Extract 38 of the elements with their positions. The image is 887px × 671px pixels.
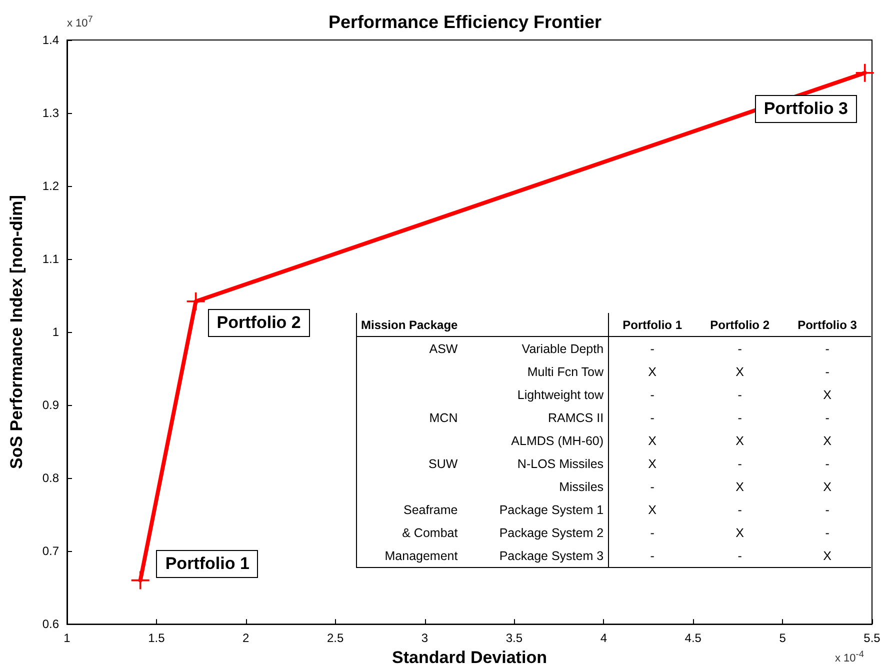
chart-title: Performance Efficiency Frontier: [328, 12, 602, 32]
x-tick-label: 1: [64, 631, 71, 646]
text: x 10$^{-4}$: [835, 649, 864, 665]
text: Seaframe Package System 1 X - -: [404, 502, 830, 516]
y-tick-label: 0.8: [42, 471, 60, 486]
annotation: Portfolio 3: [754, 94, 857, 123]
x-axis-title: Standard Deviation: [392, 648, 547, 667]
text: MCN RAMCS II - - -: [429, 410, 830, 424]
text: Mission Package Portfolio 1 Portfolio 2 Portfolio 3: [361, 318, 857, 332]
y-tick-label: 1.3: [42, 106, 60, 120]
y-tick-label: 1.1: [42, 252, 60, 266]
text: & Combat Package System 2 - X -: [402, 526, 830, 540]
text: Multi Fcn Tow X X -: [527, 364, 830, 378]
y-tick-label: 1: [52, 325, 60, 340]
y-tick-label: 0.9: [42, 398, 60, 412]
text: x 10$^{7}$: [67, 14, 93, 30]
y-tick-label: 1.4: [42, 33, 60, 47]
x-tick-label: 4.5: [684, 631, 702, 646]
x-tick-label: 3: [421, 631, 428, 646]
text: ASW Variable Depth - - -: [429, 342, 830, 356]
y-tick-label: 0.6: [42, 617, 60, 632]
x-tick-label: 3.5: [506, 631, 523, 646]
x-tick-label: 4: [600, 631, 608, 646]
x-tick-label: 2.5: [326, 631, 344, 646]
x-tick-label: 2: [242, 631, 250, 646]
text: SUW N-LOS Missiles X - -: [428, 456, 830, 470]
text: Lightweight tow - - X: [517, 388, 832, 402]
y-axis-title: SoS Performance Index [non-dim]: [7, 195, 26, 470]
annotation: Portfolio 1: [156, 550, 258, 578]
x-tick-label: 1.5: [148, 631, 166, 646]
y-tick-label: 0.7: [42, 544, 60, 558]
x-tick-label: 5.5: [864, 631, 881, 646]
x-tick-label: 5: [779, 631, 786, 646]
y-tick-label: 1.2: [42, 179, 60, 194]
text: Missiles - X X: [559, 480, 832, 494]
text: ALMDS (MH-60) X X X: [511, 434, 832, 448]
annotation: Portfolio 2: [208, 309, 310, 338]
text: Management Package System 3 - - X: [384, 548, 832, 562]
